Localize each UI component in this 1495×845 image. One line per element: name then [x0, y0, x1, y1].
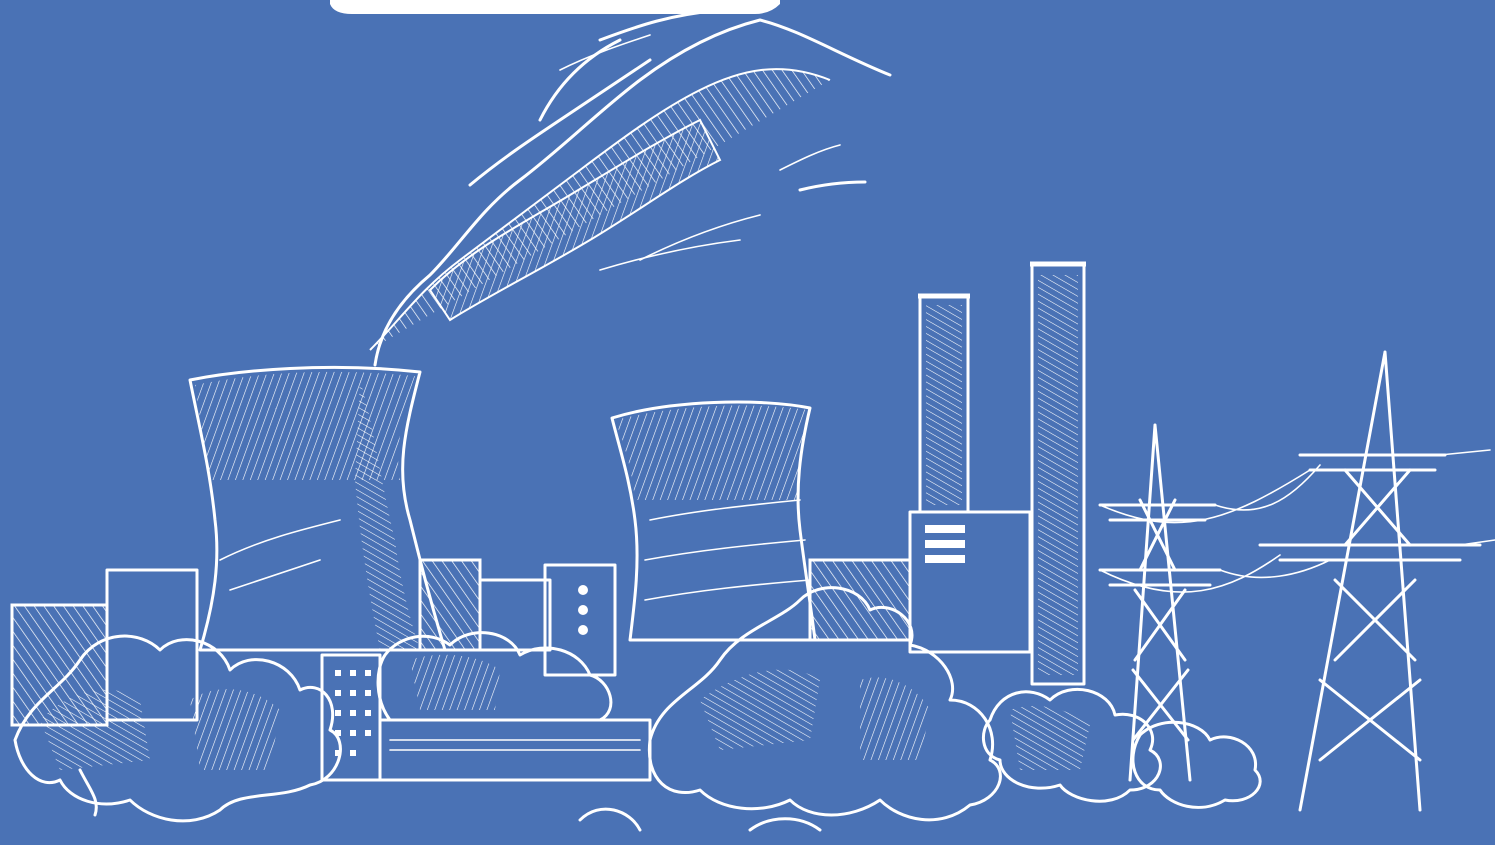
- transmission-tower-right: [1258, 350, 1482, 812]
- trees-foreground: [13, 586, 1262, 832]
- tree-shading: [40, 654, 1090, 770]
- cooling-tower-left: [188, 365, 447, 652]
- chimney-left: [918, 293, 970, 514]
- factory-building-right: [808, 510, 1032, 654]
- smoke-plume: [369, 8, 892, 367]
- chimney-right: [1030, 261, 1086, 686]
- transmission-tower-left: [1098, 423, 1222, 782]
- cooling-tower-middle: [610, 400, 817, 642]
- power-lines: [1099, 449, 1495, 593]
- top-banner-shape: [330, 0, 780, 14]
